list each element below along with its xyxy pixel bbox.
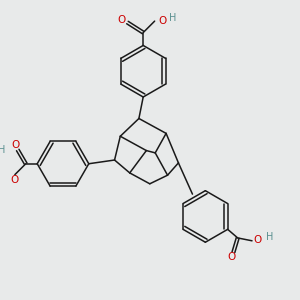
Text: O: O: [159, 16, 167, 26]
Text: O: O: [11, 140, 20, 150]
Text: H: H: [169, 13, 176, 23]
Text: H: H: [0, 145, 5, 155]
Text: H: H: [266, 232, 273, 242]
Text: O: O: [254, 235, 262, 245]
Text: O: O: [10, 176, 18, 185]
Text: O: O: [227, 252, 235, 262]
Text: O: O: [117, 15, 125, 25]
